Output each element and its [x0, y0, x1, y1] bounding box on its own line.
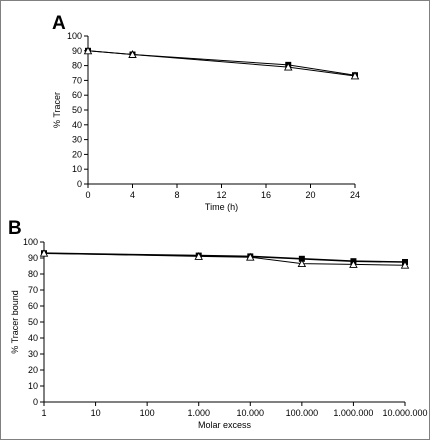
x-tick-label: 1 [41, 408, 46, 418]
y-tick-label: 70 [72, 75, 82, 85]
data-point-triangle [83, 46, 93, 55]
y-tick-label: 80 [28, 269, 38, 279]
y-tick-label: 30 [72, 135, 82, 145]
x-tick-label: 100 [140, 408, 155, 418]
x-tick-label: 0 [85, 190, 90, 200]
x-tick-label: 10.000 [237, 408, 265, 418]
x-tick-label: 100.000 [286, 408, 319, 418]
y-tick-label: 40 [28, 333, 38, 343]
x-tick-label: 4 [130, 190, 135, 200]
data-point-square [298, 255, 305, 262]
x-tick-label: 1.000.000 [333, 408, 373, 418]
data-point-triangle [283, 62, 293, 71]
y-tick-label: 50 [28, 317, 38, 327]
y-tick-label: 20 [28, 365, 38, 375]
x-tick-label: 24 [350, 190, 360, 200]
panel-label: A [52, 13, 66, 34]
y-tick-label: 80 [72, 61, 82, 71]
x-tick-label: 16 [261, 190, 271, 200]
x-tick-label: 1.000 [187, 408, 210, 418]
y-tick-label: 100 [67, 31, 82, 41]
x-tick-label: 10 [91, 408, 101, 418]
y-tick-label: 0 [77, 179, 82, 189]
y-tick-label: 50 [72, 105, 82, 115]
x-tick-label: 8 [174, 190, 179, 200]
y-tick-label: 10 [72, 164, 82, 174]
y-tick-label: 100 [23, 237, 38, 247]
data-point-triangle [349, 259, 358, 268]
y-axis-label: % Tracer bound [10, 290, 20, 354]
y-tick-label: 60 [28, 301, 38, 311]
y-tick-label: 60 [72, 90, 82, 100]
x-tick-label: 10.000.000 [382, 408, 427, 418]
data-point-triangle [128, 50, 137, 58]
data-point-triangle [297, 259, 307, 268]
y-tick-label: 0 [33, 397, 38, 407]
x-axis-label: Time (h) [205, 202, 238, 212]
panel-label: B [8, 218, 22, 239]
x-tick-label: 20 [305, 190, 315, 200]
y-tick-label: 70 [28, 285, 38, 295]
x-axis-label: Molar excess [198, 420, 252, 430]
series-line-2 [43, 252, 406, 266]
y-tick-label: 20 [72, 149, 82, 159]
series-line-2 [87, 50, 356, 77]
data-point-triangle [246, 252, 255, 261]
data-point-triangle [39, 248, 49, 257]
y-tick-label: 40 [72, 120, 82, 130]
series-line-1 [43, 252, 406, 263]
data-point-triangle [350, 71, 360, 80]
data-point-triangle [194, 251, 203, 260]
y-tick-label: 90 [72, 46, 82, 56]
y-tick-label: 30 [28, 349, 38, 359]
y-axis-label: % Tracer [52, 92, 62, 128]
data-point-triangle [400, 260, 410, 269]
x-tick-label: 12 [216, 190, 226, 200]
y-tick-label: 90 [28, 253, 38, 263]
y-tick-label: 10 [28, 381, 38, 391]
